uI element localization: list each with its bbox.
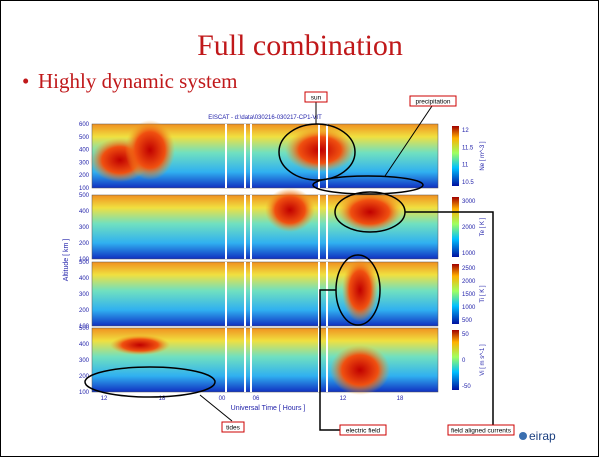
colorbar-tick-label: 11.5 xyxy=(462,145,474,151)
colorbar-tick-label: 10.5 xyxy=(462,180,474,186)
bullet-text: Highly dynamic system xyxy=(38,69,237,93)
colorbar-tick-label: 1500 xyxy=(462,292,476,298)
y-tick-label: 200 xyxy=(79,308,90,314)
y-tick-label: 300 xyxy=(79,358,90,364)
colorbar xyxy=(452,126,459,186)
x-tick-label: 18 xyxy=(397,396,404,402)
y-tick-label: 500 xyxy=(79,135,90,141)
annotation-label: precipitation xyxy=(415,99,450,106)
data-gap xyxy=(250,195,252,259)
colorbar-tick-label: 11 xyxy=(462,163,469,169)
colorbar-tick-label: 50 xyxy=(462,332,469,338)
plot-title: EISCAT - d:\data\030216-030217-CP1-VIT xyxy=(208,115,322,121)
colorbar-tick-label: 500 xyxy=(462,318,473,324)
colorbar xyxy=(452,330,459,390)
colorbar-tick-label: 2000 xyxy=(462,279,476,285)
colorbar-label: Ne [ m^-3 ] xyxy=(480,141,486,170)
heatmap-blob xyxy=(110,335,170,355)
colorbar-tick-label: 2500 xyxy=(462,266,476,272)
colorbar-tick-label: 2000 xyxy=(462,225,476,231)
y-tick-label: 100 xyxy=(79,390,90,396)
heatmap-blob xyxy=(342,258,378,322)
annotation-label: electric field xyxy=(346,428,381,435)
y-tick-label: 500 xyxy=(79,326,90,332)
y-tick-label: 500 xyxy=(79,193,90,199)
x-axis-label: Universal Time [ Hours ] xyxy=(231,405,306,412)
y-axis-label: Altitude [ km ] xyxy=(63,239,70,281)
y-tick-label: 100 xyxy=(79,186,90,192)
x-tick-label: 12 xyxy=(340,396,347,402)
data-gap xyxy=(250,262,252,326)
x-tick-label: 00 xyxy=(219,396,226,402)
annotation-label: sun xyxy=(311,95,322,102)
x-tick-label: 12 xyxy=(101,396,108,402)
colorbar-tick-label: -50 xyxy=(462,384,471,390)
colorbar-tick-label: 1000 xyxy=(462,251,476,257)
y-tick-label: 500 xyxy=(79,260,90,266)
annotation-label: tides xyxy=(226,425,240,432)
logo: eirap xyxy=(529,429,556,443)
heatmap-blob xyxy=(265,188,315,232)
heatmap-blob xyxy=(125,120,175,180)
y-tick-label: 300 xyxy=(79,292,90,298)
colorbar-label: Te [ K ] xyxy=(480,217,486,236)
y-tick-label: 400 xyxy=(79,148,90,154)
logo-mark xyxy=(519,432,527,440)
slide-title: Full combination xyxy=(197,29,403,62)
y-tick-label: 200 xyxy=(79,241,90,247)
colorbar xyxy=(452,264,459,324)
slide: Full combination • Highly dynamic system… xyxy=(0,0,599,457)
data-gap xyxy=(250,328,252,392)
data-gap xyxy=(244,262,246,326)
colorbar xyxy=(452,197,459,257)
heatmap-blob xyxy=(338,192,402,232)
data-gap xyxy=(225,328,227,392)
data-gap xyxy=(326,262,328,326)
y-tick-label: 200 xyxy=(79,173,90,179)
colorbar-tick-label: 3000 xyxy=(462,199,476,205)
data-gap xyxy=(225,195,227,259)
annotation-label: field aligned currents xyxy=(451,428,512,435)
bullet-dot: • xyxy=(22,69,29,93)
x-tick-label: 06 xyxy=(253,396,260,402)
y-tick-label: 300 xyxy=(79,160,90,166)
data-gap xyxy=(318,195,320,259)
colorbar-label: Vi [ m s^-1 ] xyxy=(480,344,486,376)
data-gap xyxy=(225,262,227,326)
data-gap xyxy=(225,124,227,188)
y-tick-label: 300 xyxy=(79,225,90,231)
data-gap xyxy=(244,195,246,259)
data-gap xyxy=(326,195,328,259)
data-gap xyxy=(250,124,252,188)
y-tick-label: 400 xyxy=(79,342,90,348)
y-tick-label: 600 xyxy=(79,122,90,128)
colorbar-tick-label: 1000 xyxy=(462,305,476,311)
colorbar-tick-label: 12 xyxy=(462,128,469,134)
y-tick-label: 400 xyxy=(79,209,90,215)
data-gap xyxy=(244,124,246,188)
heatmap xyxy=(92,262,438,326)
heatmap-blob xyxy=(330,345,390,395)
data-gap xyxy=(326,328,328,392)
y-tick-label: 400 xyxy=(79,276,90,282)
data-gap xyxy=(318,124,320,188)
colorbar-label: Ti [ K ] xyxy=(480,285,486,302)
data-gap xyxy=(244,328,246,392)
